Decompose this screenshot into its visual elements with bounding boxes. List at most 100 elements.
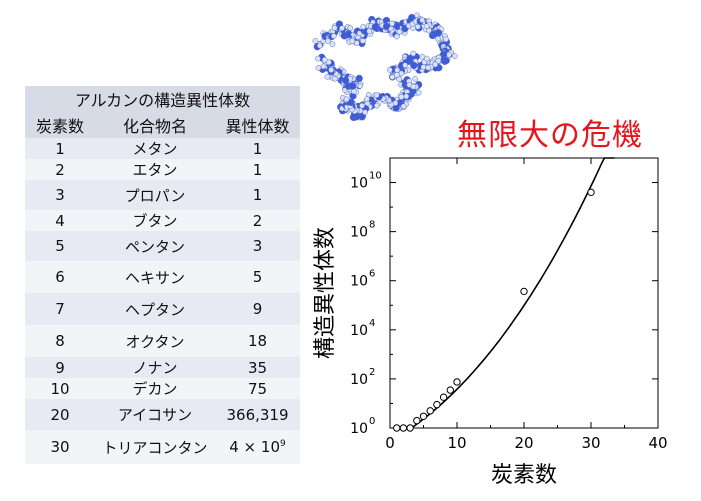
isomer-table: アルカンの構造異性体数 炭素数 化合物名 異性体数 1 メタン 1 2 エタン 1 3 プロパ… <box>25 86 300 464</box>
cell-carbons: 30 <box>25 430 95 464</box>
hydrogen-atom <box>330 33 337 39</box>
data-point <box>399 424 408 432</box>
cell-isomer-count: 3 <box>215 231 300 261</box>
headline-infinity-crisis: 無限大の危機 <box>457 118 643 153</box>
data-point <box>587 188 595 197</box>
carbon-atom <box>355 74 363 83</box>
table-row: 3 プロパン 1 <box>25 180 300 210</box>
y-tick-exponent: 2 <box>369 367 375 378</box>
cell-isomer-count: 5 <box>215 261 300 293</box>
hydrogen-atom <box>425 64 431 71</box>
hydrogen-atom <box>331 25 338 31</box>
column-header-isomers: 異性体数 <box>215 112 300 138</box>
hydrogen-atom <box>321 56 328 63</box>
cell-compound-name: ヘプタン <box>95 293 215 325</box>
column-header-carbons: 炭素数 <box>25 112 95 138</box>
table-row: 30 トリアコンタン 4 × 109 <box>25 430 300 464</box>
cell-compound-name: エタン <box>95 159 215 180</box>
data-point <box>419 412 428 420</box>
hydrogen-atom <box>389 20 396 27</box>
hydrogen-atom <box>353 40 360 46</box>
cell-carbons: 10 <box>25 378 95 399</box>
x-axis-label: 炭素数 <box>491 463 557 488</box>
hydrogen-atom <box>398 94 405 100</box>
y-tick-exponent: 6 <box>369 269 375 280</box>
data-point <box>433 400 441 409</box>
carbon-atom <box>349 82 357 90</box>
hydrogen-atom <box>359 102 365 109</box>
cell-carbons: 6 <box>25 261 95 293</box>
x-tick-label: 20 <box>514 434 533 452</box>
hydrogen-atom <box>315 65 322 71</box>
hydrogen-atom <box>373 102 380 109</box>
x-tick-label: 0 <box>385 434 395 452</box>
hydrogen-atom <box>412 76 418 82</box>
cell-carbons: 20 <box>25 399 95 430</box>
y-tick-exponent: 0 <box>369 416 375 427</box>
cell-carbons: 4 <box>25 210 95 231</box>
hydrogen-atom <box>364 96 370 102</box>
hydrogen-atom <box>315 55 321 62</box>
hydrogen-atom <box>326 59 332 66</box>
carbon-atom <box>410 61 418 70</box>
cell-compound-name: ノナン <box>95 357 215 378</box>
table-title: アルカンの構造異性体数 <box>25 86 300 112</box>
data-point <box>439 393 448 401</box>
cell-carbons: 8 <box>25 325 95 357</box>
hydrogen-atom <box>362 109 368 116</box>
cell-carbons: 5 <box>25 231 95 261</box>
cell-compound-name: デカン <box>95 378 215 399</box>
hydrogen-atom <box>443 36 449 43</box>
cell-compound-name: オクタン <box>95 325 215 357</box>
hydrogen-atom <box>389 74 396 80</box>
y-tick-exponent: 4 <box>369 318 375 329</box>
hydrogen-atom <box>423 23 430 30</box>
hydrogen-atom <box>420 64 427 70</box>
hydrogen-atom <box>435 57 442 64</box>
cell-isomer-count: 1 <box>215 138 300 159</box>
cell-isomer-count: 366,319 <box>215 399 300 430</box>
cell-isomer-count: 1 <box>215 159 300 180</box>
cell-carbons: 7 <box>25 293 95 325</box>
hydrogen-atom <box>410 83 417 90</box>
hydrogen-atom <box>339 25 345 32</box>
table-row: 7 ヘプタン 9 <box>25 293 300 325</box>
alkane-molecule-illustration <box>312 12 458 121</box>
table-row: 9 ノナン 35 <box>25 357 300 378</box>
hydrogen-atom <box>320 63 327 70</box>
cell-isomer-count: 4 × 109 <box>215 430 300 464</box>
x-tick-label: 30 <box>581 434 600 452</box>
cell-compound-name: プロパン <box>95 180 215 210</box>
cell-compound-name: ブタン <box>95 210 215 231</box>
cell-compound-name: メタン <box>95 138 215 159</box>
x-tick-label: 40 <box>648 434 667 452</box>
hydrogen-atom <box>312 38 319 44</box>
hydrogen-atom <box>415 23 421 30</box>
y-tick-exponent: 10 <box>369 171 382 182</box>
fit-curve <box>396 157 615 429</box>
cell-carbons: 1 <box>25 138 95 159</box>
cell-isomer-count: 2 <box>215 210 300 231</box>
hydrogen-atom <box>400 103 407 110</box>
x-tick-label: 10 <box>447 434 466 452</box>
hydrogen-atom <box>432 61 439 68</box>
cell-isomer-count: 9 <box>215 293 300 325</box>
data-point <box>406 424 414 432</box>
column-header-compound: 化合物名 <box>95 112 215 138</box>
y-tick-label: 10 <box>350 372 368 388</box>
hydrogen-atom <box>402 62 408 69</box>
hydrogen-atom <box>329 41 336 48</box>
hydrogen-atom <box>366 28 373 35</box>
data-point <box>453 378 461 386</box>
hydrogen-atom <box>403 93 410 100</box>
cell-carbons: 2 <box>25 159 95 180</box>
table-row: 1 メタン 1 <box>25 138 300 159</box>
table-row: 6 ヘキサン 5 <box>25 261 300 293</box>
hydrogen-atom <box>386 67 393 73</box>
table-row: 8 オクタン 18 <box>25 325 300 357</box>
cell-isomer-count: 1 <box>215 180 300 210</box>
hydrogen-atom <box>419 53 426 60</box>
carbon-atom <box>371 23 380 31</box>
data-point <box>446 386 455 394</box>
